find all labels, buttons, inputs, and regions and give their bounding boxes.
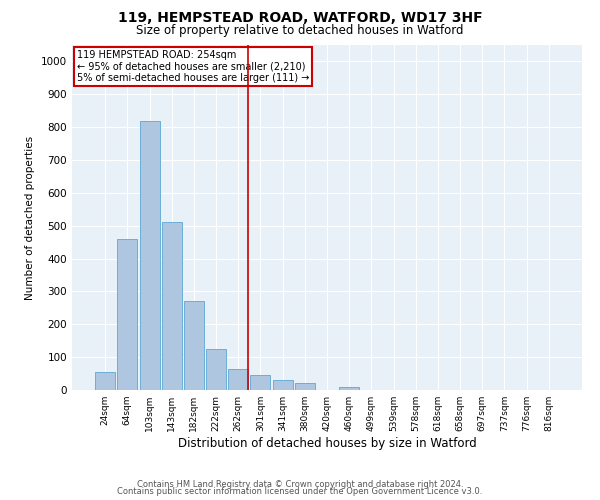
Bar	[228, 368, 248, 390]
Bar	[339, 386, 359, 390]
Bar	[250, 375, 271, 390]
Text: Size of property relative to detached houses in Watford: Size of property relative to detached ho…	[136, 24, 464, 37]
Text: Contains public sector information licensed under the Open Government Licence v3: Contains public sector information licen…	[118, 488, 482, 496]
Bar	[272, 380, 293, 390]
Y-axis label: Number of detached properties: Number of detached properties	[25, 136, 35, 300]
Bar	[162, 222, 182, 390]
Bar	[95, 372, 115, 390]
Bar	[140, 120, 160, 390]
Bar	[295, 384, 315, 390]
Bar	[118, 239, 137, 390]
Bar	[206, 349, 226, 390]
Text: 119 HEMPSTEAD ROAD: 254sqm
← 95% of detached houses are smaller (2,210)
5% of se: 119 HEMPSTEAD ROAD: 254sqm ← 95% of deta…	[77, 50, 310, 84]
X-axis label: Distribution of detached houses by size in Watford: Distribution of detached houses by size …	[178, 437, 476, 450]
Text: 119, HEMPSTEAD ROAD, WATFORD, WD17 3HF: 119, HEMPSTEAD ROAD, WATFORD, WD17 3HF	[118, 11, 482, 25]
Bar	[184, 302, 204, 390]
Text: Contains HM Land Registry data © Crown copyright and database right 2024.: Contains HM Land Registry data © Crown c…	[137, 480, 463, 489]
